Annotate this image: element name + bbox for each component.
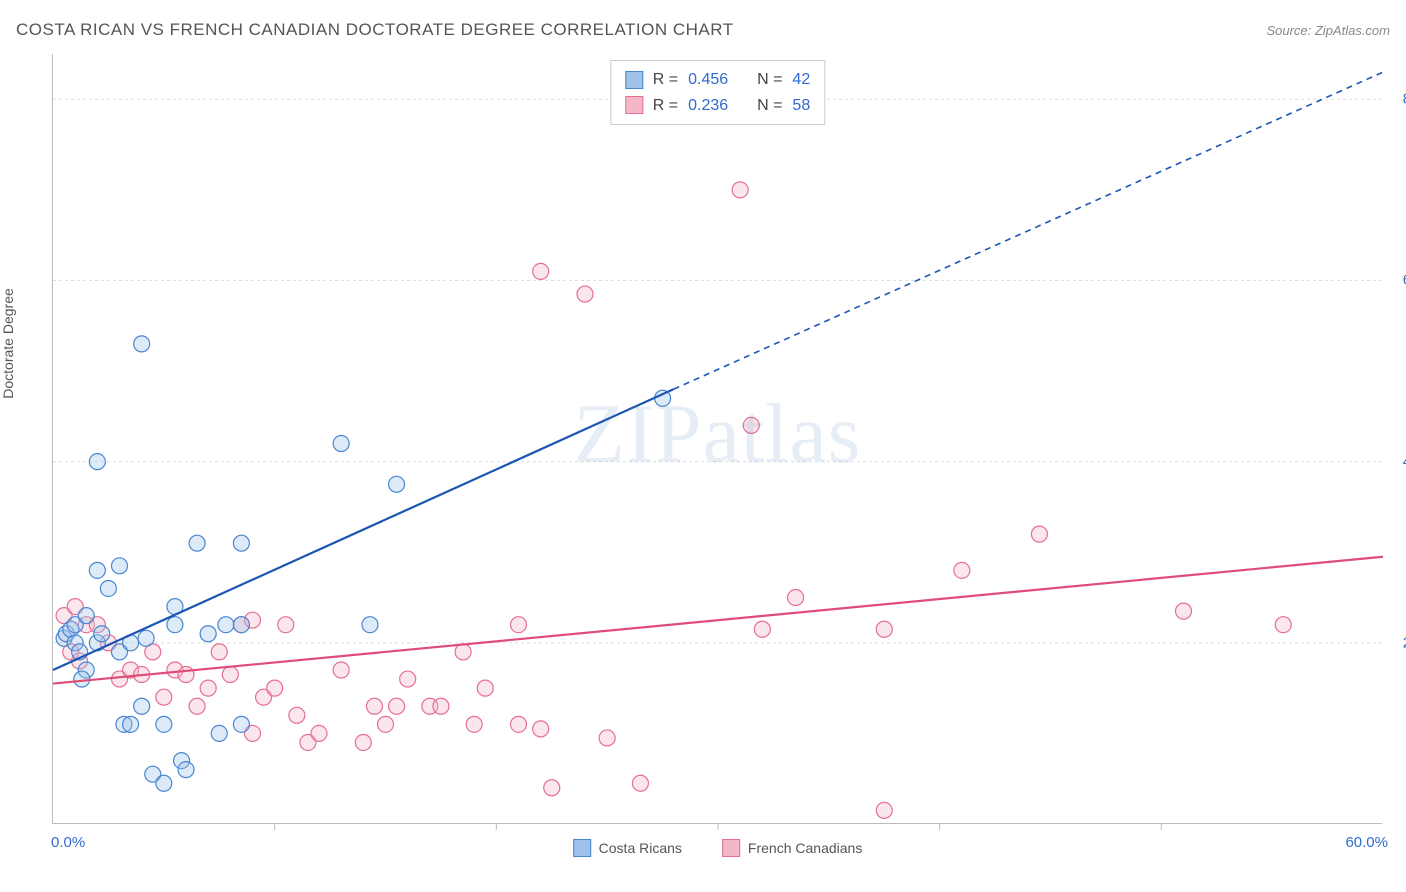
corr-row-pink: R = 0.236 N = 58 — [625, 93, 810, 119]
x-axis-end: 60.0% — [1345, 834, 1388, 851]
legend-swatch-pink — [625, 96, 643, 114]
chart-source: Source: ZipAtlas.com — [1266, 23, 1390, 38]
chart-title: COSTA RICAN VS FRENCH CANADIAN DOCTORATE… — [16, 20, 734, 40]
legend-label: French Canadians — [748, 840, 862, 856]
legend-swatch — [573, 839, 591, 857]
corr-row-blue: R = 0.456 N = 42 — [625, 67, 810, 93]
x-axis-start: 0.0% — [51, 834, 85, 851]
correlation-legend: R = 0.456 N = 42 R = 0.236 N = 58 — [610, 60, 825, 125]
plot-area: ZIPatlas R = 0.456 N = 42 R = 0.236 N = … — [52, 54, 1382, 824]
legend-swatch-blue — [625, 71, 643, 89]
chart-header: COSTA RICAN VS FRENCH CANADIAN DOCTORATE… — [16, 20, 1390, 40]
y-axis-label: Doctorate Degree — [0, 288, 16, 399]
legend-label: Costa Ricans — [599, 840, 682, 856]
legend-item: Costa Ricans — [573, 839, 682, 857]
legend-item: French Canadians — [722, 839, 862, 857]
bottom-legend: Costa Ricans French Canadians — [573, 839, 863, 857]
scatter-svg — [53, 54, 1382, 823]
legend-swatch — [722, 839, 740, 857]
